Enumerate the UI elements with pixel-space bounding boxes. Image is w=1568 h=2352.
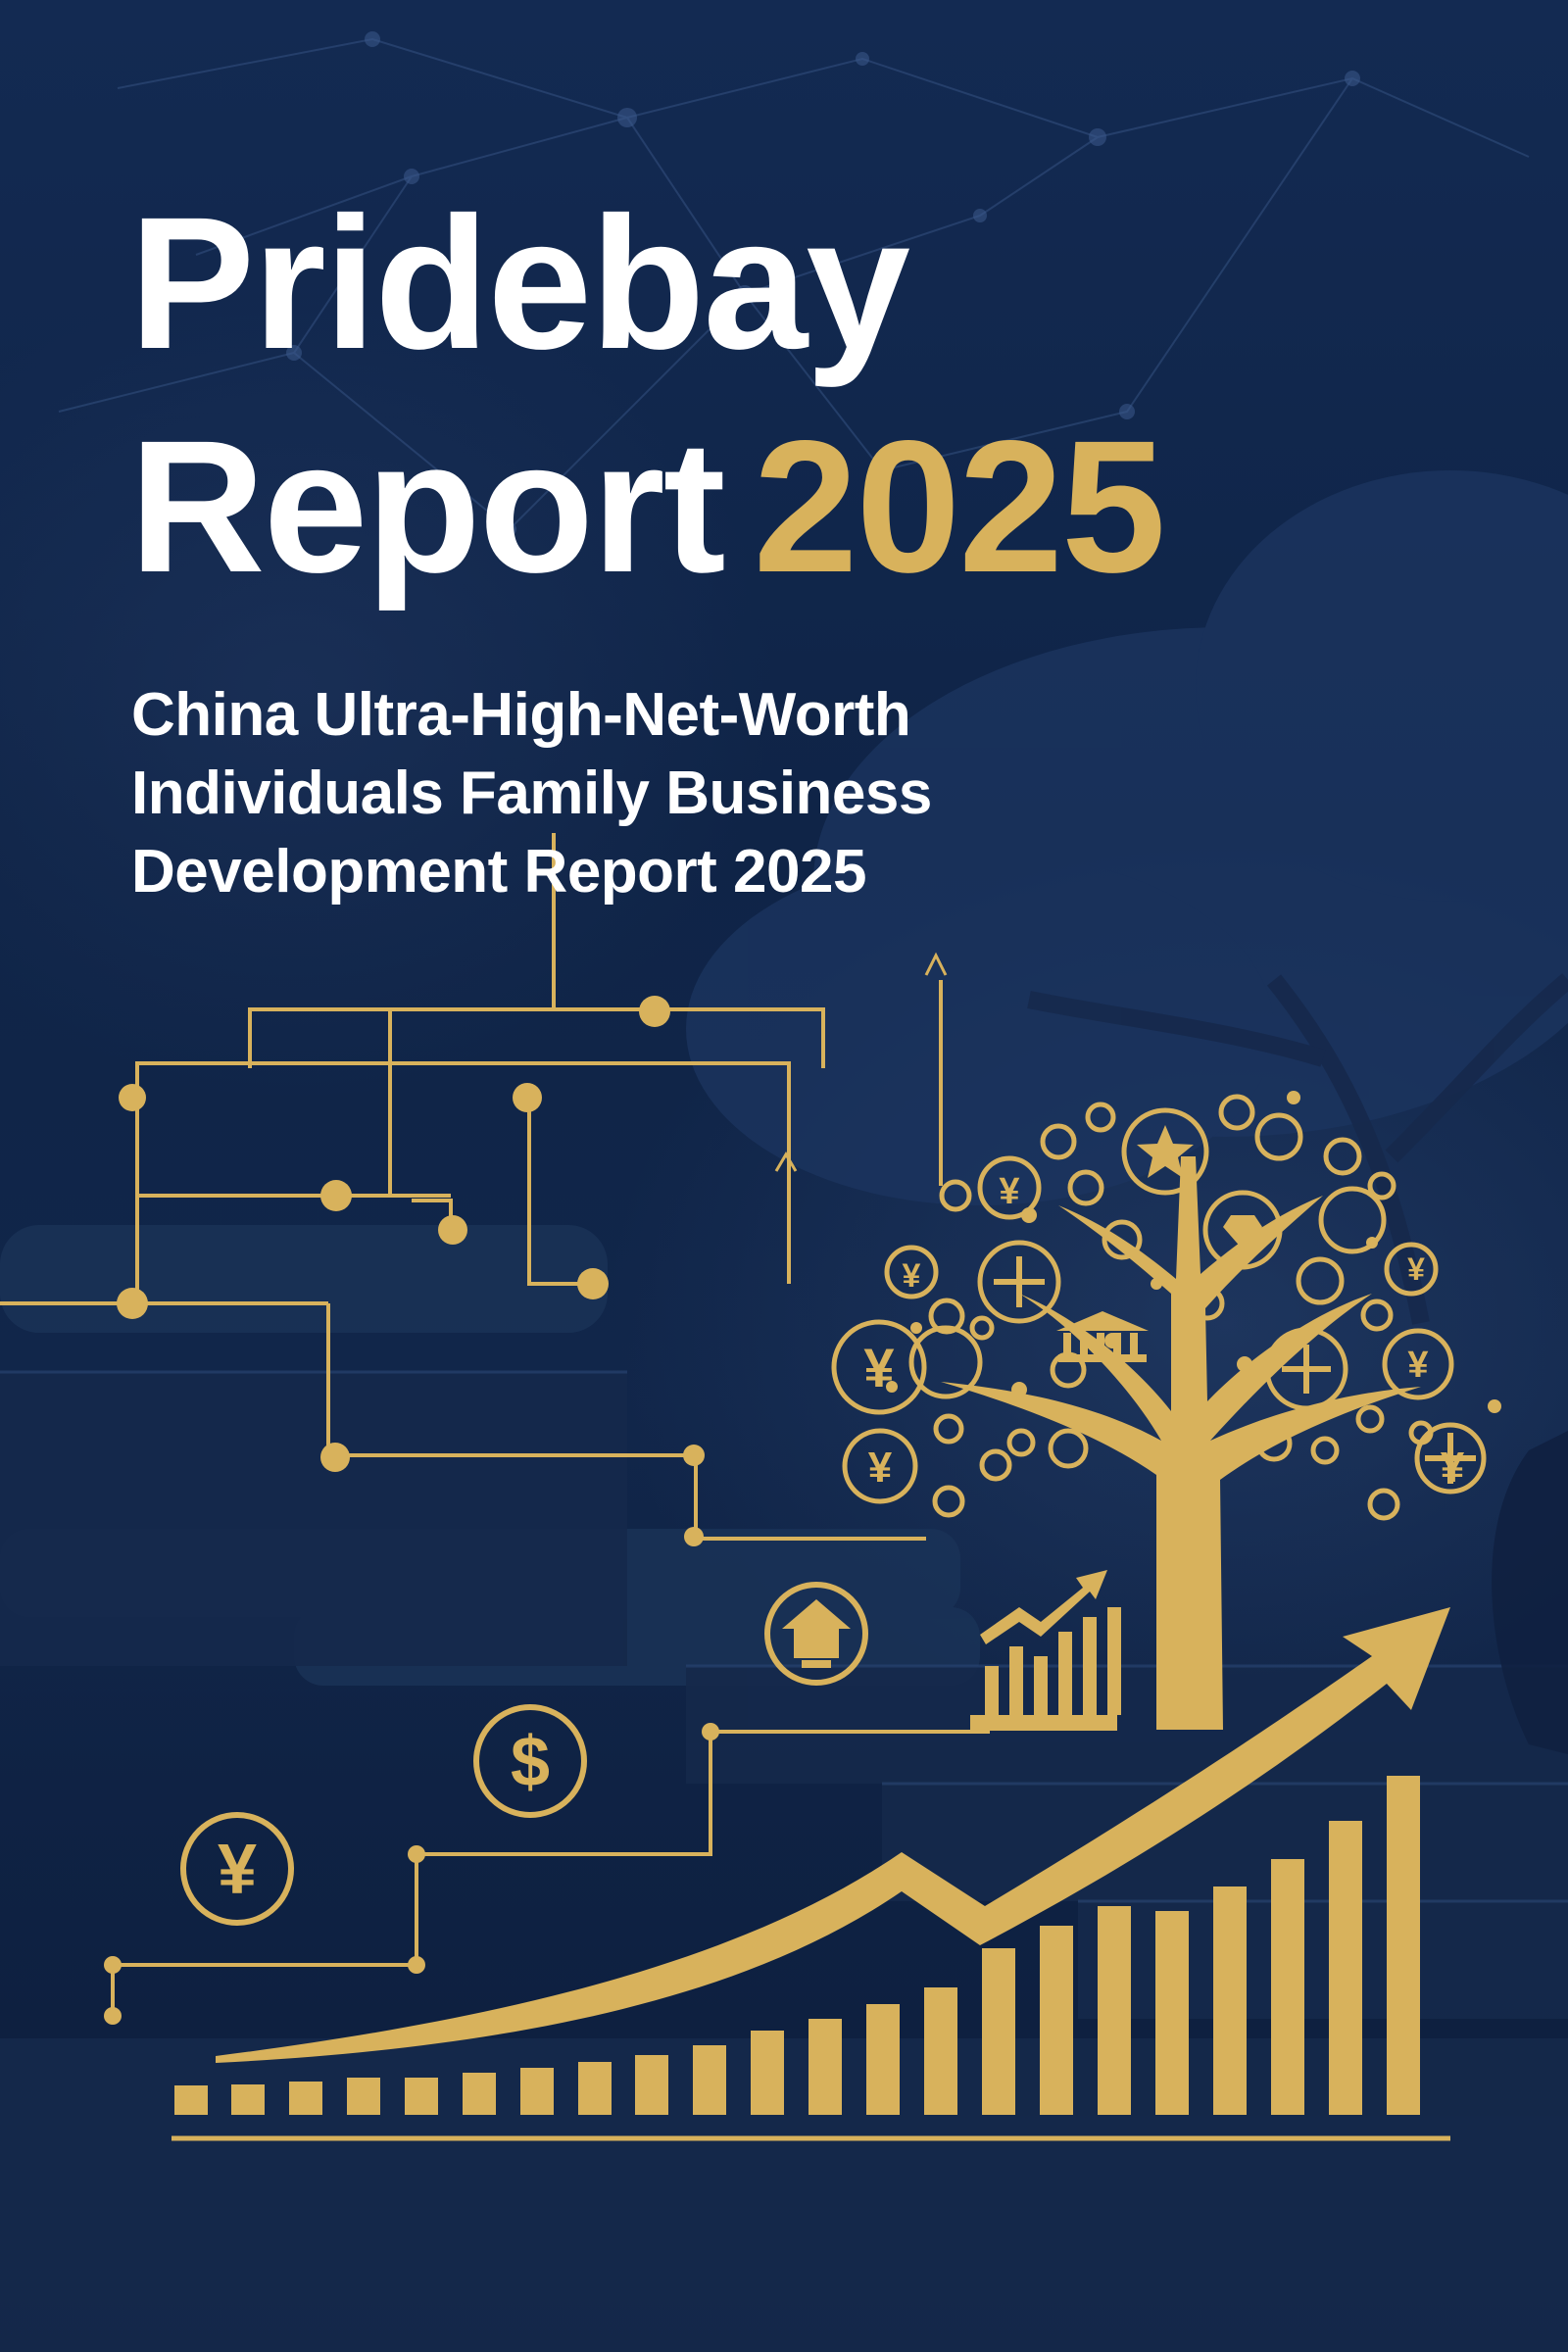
- title-year: 2025: [753, 401, 1166, 612]
- coin-tree: [884, 1091, 1501, 1731]
- extra-yuan-coins: [831, 1319, 927, 1504]
- subtitle-line-1: China Ultra-High-Net-Worth: [131, 681, 911, 749]
- small-arrows: [774, 952, 948, 1172]
- growth-bars: [174, 1776, 1420, 2115]
- circuit-lines: [0, 833, 990, 2014]
- steps: [0, 1372, 1568, 2352]
- yuan-symbol: ¥: [218, 1831, 257, 1909]
- yuan-coin-icon: [180, 1812, 294, 1926]
- step-coins: [180, 1582, 868, 1926]
- report-title: Pridebay Report 2025: [129, 172, 1501, 618]
- yuan-symbol: ¥: [999, 1171, 1019, 1212]
- tree-trunk: [941, 1156, 1421, 1730]
- circuit-nodes: [104, 996, 719, 2025]
- yuan-symbol: ¥: [1407, 1251, 1425, 1287]
- yuan-symbol: ¥: [1441, 1444, 1465, 1492]
- title-line-1: Pridebay: [129, 177, 910, 388]
- title-line-2: Report 2025: [129, 395, 1501, 618]
- plus-coin-marks: [994, 1256, 1476, 1484]
- dollar-symbol: $: [511, 1723, 550, 1801]
- yuan-symbol: ¥: [868, 1444, 893, 1492]
- yuan-symbol: ¥: [1407, 1345, 1428, 1386]
- vase-silhouette: [1492, 1431, 1568, 1754]
- tree-branches: [1027, 973, 1568, 1325]
- report-subtitle: China Ultra-High-Net-Worth Individuals F…: [131, 676, 1405, 911]
- yuan-symbol: ¥: [863, 1337, 894, 1398]
- growth-arrow: [216, 1607, 1450, 2063]
- subtitle-line-3: Development Report 2025: [131, 838, 866, 906]
- yuan-symbol: ¥: [903, 1257, 921, 1295]
- house-icon: [782, 1599, 851, 1668]
- subtitle-line-2: Individuals Family Business: [131, 760, 932, 827]
- tree-coins: [884, 1094, 1487, 1521]
- title-report-word: Report: [129, 401, 726, 612]
- star-icon: [1137, 1125, 1194, 1178]
- mini-chart-icon: [980, 1570, 1121, 1715]
- tree-base: [970, 1715, 1117, 1731]
- network-nodes: [286, 31, 1360, 536]
- dollar-coin-icon: [473, 1704, 587, 1818]
- bank-icon: [1056, 1311, 1149, 1362]
- gem-icon: [1223, 1215, 1262, 1250]
- house-coin-icon: [764, 1582, 868, 1686]
- tree-canopy: [686, 470, 1568, 1205]
